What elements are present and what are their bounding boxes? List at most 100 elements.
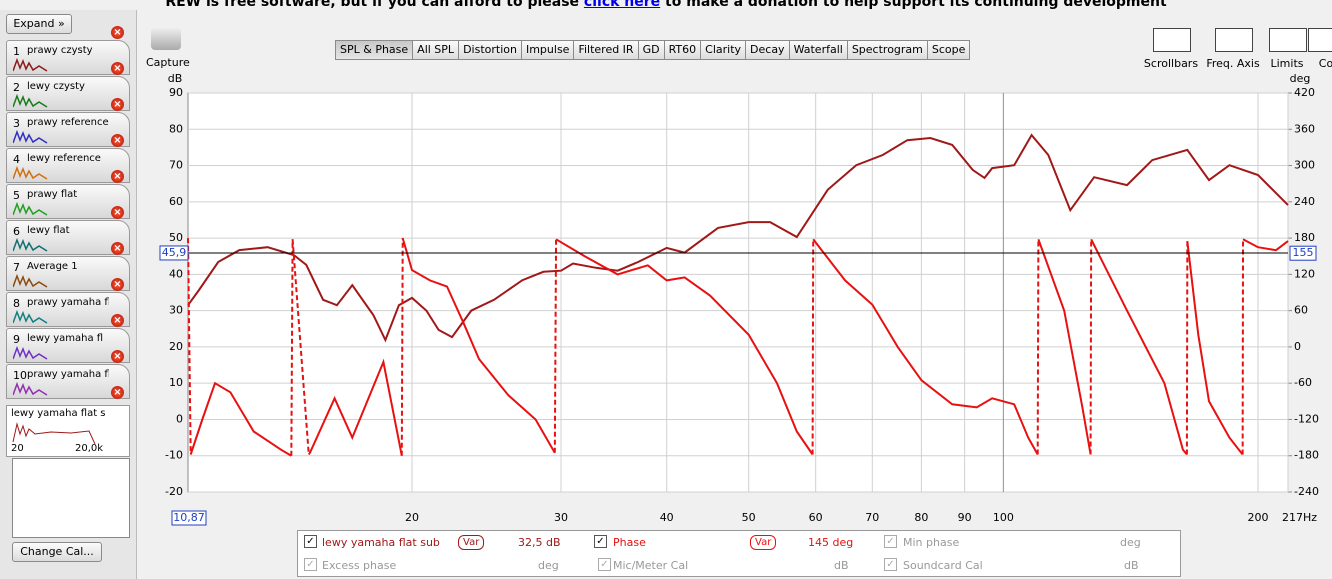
var-button[interactable]: Var	[458, 535, 485, 550]
tab[interactable]: RT60	[663, 40, 702, 60]
x-tick-label: 200	[1248, 511, 1269, 524]
y2-axis-label: deg	[1290, 72, 1311, 85]
y-tick-label: 80	[169, 122, 183, 135]
measurement-item[interactable]: 1 prawy czysty	[6, 40, 130, 75]
remove-icon[interactable]: ×	[111, 206, 124, 219]
tab[interactable]: Clarity	[700, 40, 747, 60]
tab[interactable]: Scope	[926, 40, 971, 60]
thumb-curve	[13, 382, 48, 396]
measurement-item[interactable]: 5 prawy flat	[6, 184, 130, 219]
var-button[interactable]: Var	[750, 535, 777, 550]
item-thumbnail	[13, 58, 48, 72]
capture-label: Capture	[146, 56, 190, 69]
notes-box	[12, 458, 130, 538]
change-cal-button[interactable]: Change Cal...	[12, 542, 102, 562]
tab[interactable]: Distortion	[458, 40, 522, 60]
item-label: prawy czysty	[27, 45, 93, 56]
y2-tick-label: 180	[1294, 231, 1315, 244]
item-number: 1	[13, 45, 20, 58]
legend-checkbox[interactable]: ✓	[304, 558, 317, 571]
y2-tick-label: -240	[1294, 485, 1319, 498]
toolbar-icon[interactable]	[1215, 28, 1253, 52]
selected-label: lewy yamaha flat s	[11, 408, 106, 419]
measurement-item[interactable]: 6 lewy flat	[6, 220, 130, 255]
tab[interactable]: All SPL	[412, 40, 460, 60]
item-label: prawy yamaha fl	[27, 369, 109, 380]
measurement-item[interactable]: 7 Average 1	[6, 256, 130, 291]
y-tick-label: 60	[169, 195, 183, 208]
tab[interactable]: GD	[637, 40, 665, 60]
toolbar-label: Co	[1318, 57, 1332, 70]
tab[interactable]: Filtered IR	[573, 40, 639, 60]
item-thumbnail	[13, 346, 48, 360]
legend-checkbox[interactable]: ✓	[594, 535, 607, 548]
y-tick-label: 30	[169, 304, 183, 317]
remove-icon[interactable]: ×	[111, 314, 124, 327]
item-thumbnail	[13, 274, 48, 288]
thumb-curve	[13, 202, 48, 216]
phase-wrap	[1089, 239, 1093, 455]
item-thumbnail	[13, 310, 48, 324]
phase-wrap	[290, 239, 294, 456]
legend-checkbox[interactable]: ✓	[884, 535, 897, 548]
remove-icon[interactable]: ×	[111, 62, 124, 75]
x-tick-label: 217Hz	[1282, 511, 1317, 524]
measurement-item[interactable]: 4 lewy reference	[6, 148, 130, 183]
y-axis-label: dB	[168, 72, 183, 85]
y2-tick-label: -60	[1294, 376, 1312, 389]
tab[interactable]: Waterfall	[788, 40, 848, 60]
donate-link[interactable]: click here	[583, 0, 661, 10]
legend-checkbox[interactable]: ✓	[884, 558, 897, 571]
item-thumbnail	[13, 166, 48, 180]
measurement-item[interactable]: 10 prawy yamaha fl	[6, 364, 130, 399]
thumb-curve	[13, 346, 48, 360]
phase-wrap	[811, 239, 815, 455]
legend-label: Min phase	[903, 536, 960, 549]
expand-button[interactable]: Expand »	[6, 14, 72, 34]
thumb-curve	[13, 58, 48, 72]
y2-tick-label: 60	[1294, 304, 1308, 317]
remove-icon[interactable]: ×	[111, 98, 124, 111]
remove-icon[interactable]: ×	[111, 386, 124, 399]
toolbar-icon[interactable]	[1153, 28, 1191, 52]
tab[interactable]: SPL & Phase	[335, 40, 414, 60]
y-tick-label: -20	[165, 485, 183, 498]
measurement-item[interactable]: 9 lewy yamaha fl	[6, 328, 130, 363]
mini-axis-min: 20	[11, 443, 24, 454]
toolbar-icon[interactable]	[1308, 28, 1332, 52]
item-label: lewy yamaha fl	[27, 333, 104, 344]
item-number: 8	[13, 297, 20, 310]
legend-checkbox[interactable]: ✓	[304, 535, 317, 548]
remove-icon[interactable]: ×	[111, 350, 124, 363]
x-tick-label: 40	[660, 511, 674, 524]
remove-icon[interactable]: ×	[111, 242, 124, 255]
plot-area	[187, 92, 1289, 493]
y2-tick-label: -180	[1294, 449, 1319, 462]
x-tick-label: 70	[865, 511, 879, 524]
legend-readout: 145 deg	[808, 536, 854, 549]
item-number: 4	[13, 153, 20, 166]
remove-icon[interactable]: ×	[111, 278, 124, 291]
series-line	[187, 133, 1289, 343]
cursor-box	[159, 245, 189, 261]
measurement-item[interactable]: 3 prawy reference	[6, 112, 130, 147]
tab[interactable]: Impulse	[520, 40, 575, 60]
phase-wrap	[400, 238, 404, 456]
toolbar-label: Freq. Axis	[1206, 57, 1260, 70]
item-number: 9	[13, 333, 20, 346]
remove-icon[interactable]: ×	[111, 170, 124, 183]
tab[interactable]: Spectrogram	[846, 40, 928, 60]
toolbar-icon[interactable]	[1269, 28, 1307, 52]
cursor-box	[1289, 245, 1317, 261]
y-tick-label: 10	[169, 376, 183, 389]
remove-icon[interactable]: ×	[111, 26, 124, 39]
measurement-item[interactable]: 8 prawy yamaha fl	[6, 292, 130, 327]
legend-checkbox[interactable]: ✓	[598, 558, 611, 571]
tab[interactable]: Decay	[745, 40, 790, 60]
phase-wrap	[1036, 239, 1040, 455]
measurement-item[interactable]: 2 lewy czysty	[6, 76, 130, 111]
capture-icon[interactable]	[151, 28, 181, 50]
tab-bar: SPL & Phase All SPL Distortion Impulse Filte…	[335, 40, 971, 60]
remove-icon[interactable]: ×	[111, 134, 124, 147]
